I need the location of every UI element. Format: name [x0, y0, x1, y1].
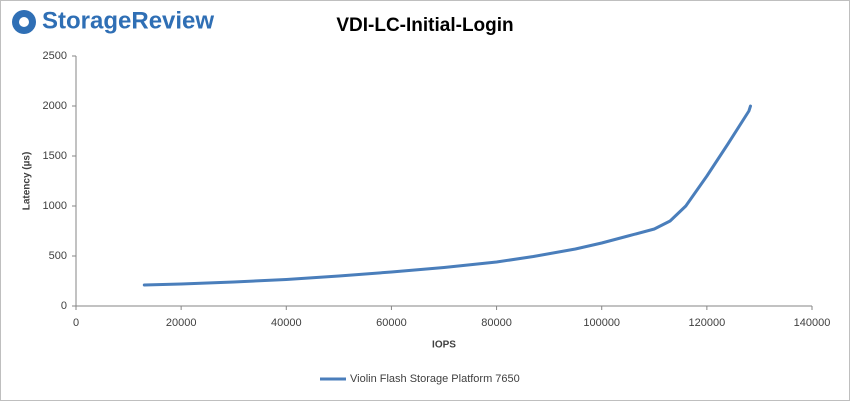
x-tick-label: 140000	[794, 317, 831, 329]
x-tick-label: 60000	[376, 317, 407, 329]
y-axis-title: Latency (µs)	[22, 152, 33, 211]
x-tick-label: 20000	[166, 317, 197, 329]
x-tick-label: 120000	[688, 317, 725, 329]
y-tick-label: 2000	[43, 100, 67, 112]
x-tick-label: 100000	[583, 317, 620, 329]
y-tick-label: 500	[49, 250, 67, 262]
x-tick-label: 80000	[481, 317, 512, 329]
y-tick-label: 2500	[43, 50, 67, 62]
chart-title: VDI-LC-Initial-Login	[336, 15, 513, 36]
logo-icon-center	[19, 17, 29, 27]
logo-text: StorageReview	[42, 7, 214, 34]
legend-label: Violin Flash Storage Platform 7650	[350, 373, 520, 385]
y-tick-label: 1500	[43, 150, 67, 162]
x-tick-label: 40000	[271, 317, 302, 329]
y-tick-label: 0	[61, 300, 67, 312]
data-line	[142, 104, 752, 287]
x-axis-title: IOPS	[432, 340, 456, 351]
y-tick-label: 1000	[43, 200, 67, 212]
x-tick-label: 0	[73, 317, 79, 329]
